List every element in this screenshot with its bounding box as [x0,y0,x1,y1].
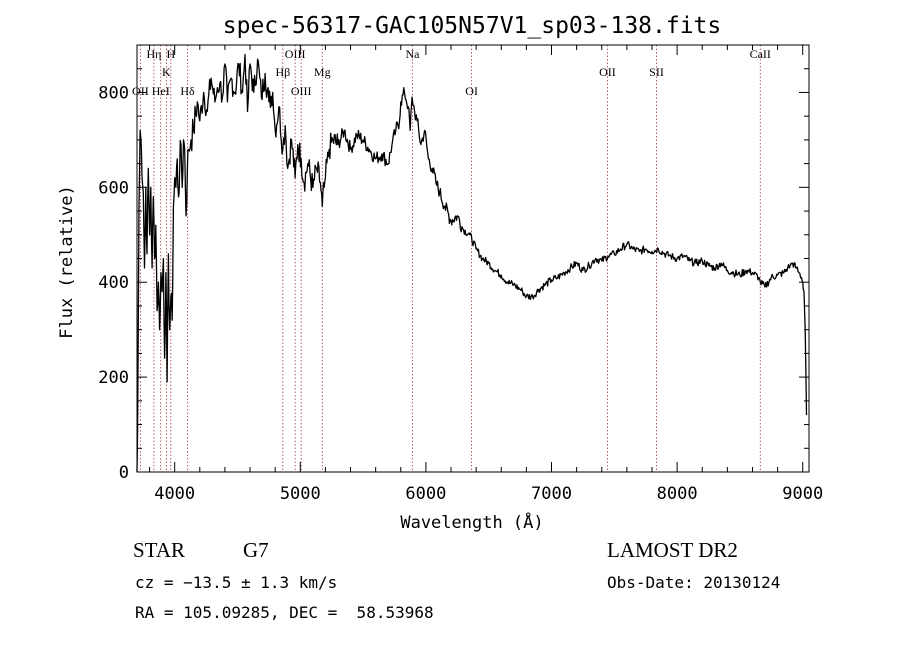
spectral-line-label-3: K [162,65,171,79]
x-tick-label-2: 6000 [405,484,446,504]
y-tick-label-1: 200 [98,368,129,388]
x-tick-label-3: 7000 [531,484,572,504]
x-tick-label-4: 8000 [657,484,698,504]
x-axis-label: Wavelength (Å) [400,511,543,533]
spectral-line-label-4: H [166,47,175,61]
spectral-line-label-12: OII [599,65,616,79]
y-axis-label: Flux (relative) [57,185,77,339]
spectral-line-label-13: SII [649,65,664,79]
x-tick-label-1: 5000 [280,484,321,504]
spectral-line-label-14: CaII [750,47,771,61]
spectral-line-label-1: Hη [146,47,161,61]
axes: 4000 5000 6000 7000 8000 9000 0 200 400 600 800 [98,45,823,504]
redshift-text: cz = −13.5 ± 1.3 km/s [135,573,338,592]
plot-frame [136,44,810,473]
spectral-line-label-10: Na [405,47,420,61]
spectral-line-label-9: Mg [314,65,331,79]
spectral-line-label-11: OI [465,84,478,98]
x-tick-label-5: 9000 [782,484,823,504]
y-tick-label-3: 600 [98,178,129,198]
coordinates-text: RA = 105.09285, DEC = 58.53968 [135,603,434,622]
spectral-line-label-7: OIII [285,47,306,61]
x-tick-label-0: 4000 [154,484,195,504]
spectrum-line [136,53,808,473]
spectral-line-label-2: HeI [152,84,170,98]
object-subclass: G7 [243,538,269,562]
obs-date: Obs-Date: 20130124 [607,573,781,592]
spectral-line-label-5: Hδ [180,84,195,98]
object-class: STAR [133,538,185,562]
chart-title: spec-56317-GAC105N57V1_sp03-138.fits [223,13,722,39]
survey-name: LAMOST DR2 [607,538,738,562]
y-tick-label-4: 800 [98,83,129,103]
spectral-line-label-6: Hβ [275,65,290,79]
y-tick-label-0: 0 [119,463,129,483]
y-tick-label-2: 400 [98,273,129,293]
spectral-line-label-0: OII [132,84,149,98]
spectral-line-label-8: OIII [291,84,312,98]
